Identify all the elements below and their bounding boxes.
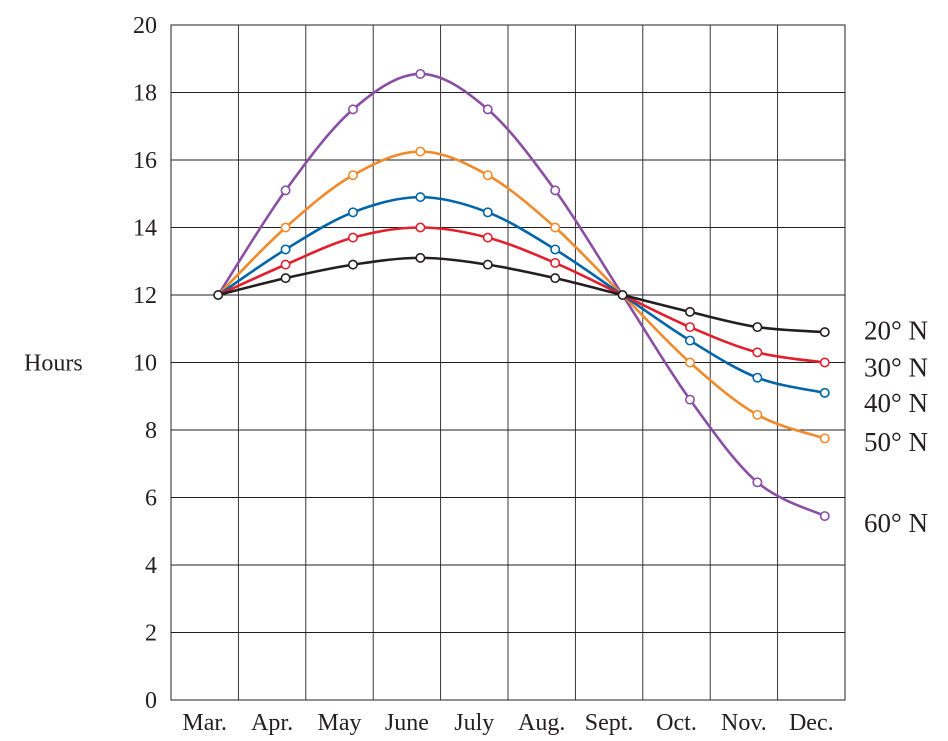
data-point: [415, 68, 426, 79]
legend-label: 30° N: [864, 353, 928, 383]
data-point: [550, 185, 561, 196]
plot-border: [170, 24, 846, 701]
data-point: [482, 104, 493, 115]
data-point: [684, 335, 695, 346]
y-tick-label: 18: [133, 81, 157, 107]
y-tick-label: 6: [145, 486, 157, 512]
data-point: [347, 207, 358, 218]
data-point: [550, 244, 561, 255]
data-point: [415, 192, 426, 203]
x-tick-label: May: [318, 710, 362, 736]
data-point: [684, 306, 695, 317]
data-point: [752, 409, 763, 420]
grid: [171, 25, 845, 700]
data-point: [550, 273, 561, 284]
data-point: [684, 394, 695, 405]
y-tick-label: 4: [145, 553, 157, 579]
legend: 20° N 30° N 40° N 50° N 60° N: [864, 315, 928, 537]
y-axis-label: Hours: [24, 351, 83, 377]
y-tick-label: 14: [133, 216, 157, 242]
series-line: [217, 256, 825, 334]
legend-label: 60° N: [864, 508, 928, 538]
data-point: [617, 289, 628, 300]
x-tick-label: June: [385, 710, 429, 736]
x-tick-label: Mar.: [182, 710, 227, 736]
series-points: [213, 68, 830, 522]
data-point: [415, 222, 426, 233]
data-point: [550, 222, 561, 233]
y-tick-label: 12: [133, 283, 157, 309]
data-point: [482, 207, 493, 218]
data-point: [280, 222, 291, 233]
series-line: [217, 150, 826, 440]
data-point: [347, 232, 358, 243]
x-tick-label: Aug.: [518, 710, 565, 736]
data-point: [752, 477, 763, 488]
data-point: [415, 146, 426, 157]
data-point: [280, 244, 291, 255]
series-lines: [217, 72, 826, 518]
data-point: [550, 257, 561, 268]
legend-label: 20° N: [864, 315, 928, 345]
y-tick-label: 8: [145, 418, 157, 444]
x-tick-label: Nov.: [721, 710, 767, 736]
data-point: [347, 259, 358, 270]
data-point: [684, 357, 695, 368]
series-line: [217, 72, 826, 518]
data-point: [482, 170, 493, 181]
legend-label: 40° N: [864, 388, 928, 418]
x-tick-label: Apr.: [251, 710, 293, 736]
series-line: [217, 195, 826, 395]
data-point: [280, 259, 291, 270]
legend-label: 50° N: [864, 427, 928, 457]
y-tick-label: 16: [133, 148, 157, 174]
data-point: [752, 372, 763, 383]
data-point: [213, 289, 224, 300]
x-tick-label: Oct.: [656, 710, 697, 736]
data-point: [347, 104, 358, 115]
data-point: [819, 327, 830, 338]
data-point: [752, 347, 763, 358]
data-point: [684, 322, 695, 333]
data-point: [819, 357, 830, 368]
data-point: [280, 185, 291, 196]
data-point: [415, 252, 426, 263]
data-point: [819, 511, 830, 522]
series-line: [217, 226, 825, 364]
y-tick-label: 0: [145, 688, 157, 714]
data-point: [347, 170, 358, 181]
y-tick-label: 20: [133, 13, 157, 39]
y-tick-label: 2: [145, 621, 157, 647]
y-axis: 0 2 4 6 8 10 12 14 16 18 20: [133, 13, 157, 714]
x-tick-label: Sept.: [585, 710, 634, 736]
data-point: [280, 273, 291, 284]
data-point: [752, 322, 763, 333]
data-point: [819, 433, 830, 444]
x-axis: Mar. Apr. May June July Aug. Sept. Oct. Nov. Dec.: [182, 710, 833, 736]
y-tick-label: 10: [133, 351, 157, 377]
data-point: [482, 232, 493, 243]
data-point: [482, 259, 493, 270]
x-tick-label: July: [454, 710, 494, 736]
x-tick-label: Dec.: [789, 710, 834, 736]
data-point: [819, 387, 830, 398]
